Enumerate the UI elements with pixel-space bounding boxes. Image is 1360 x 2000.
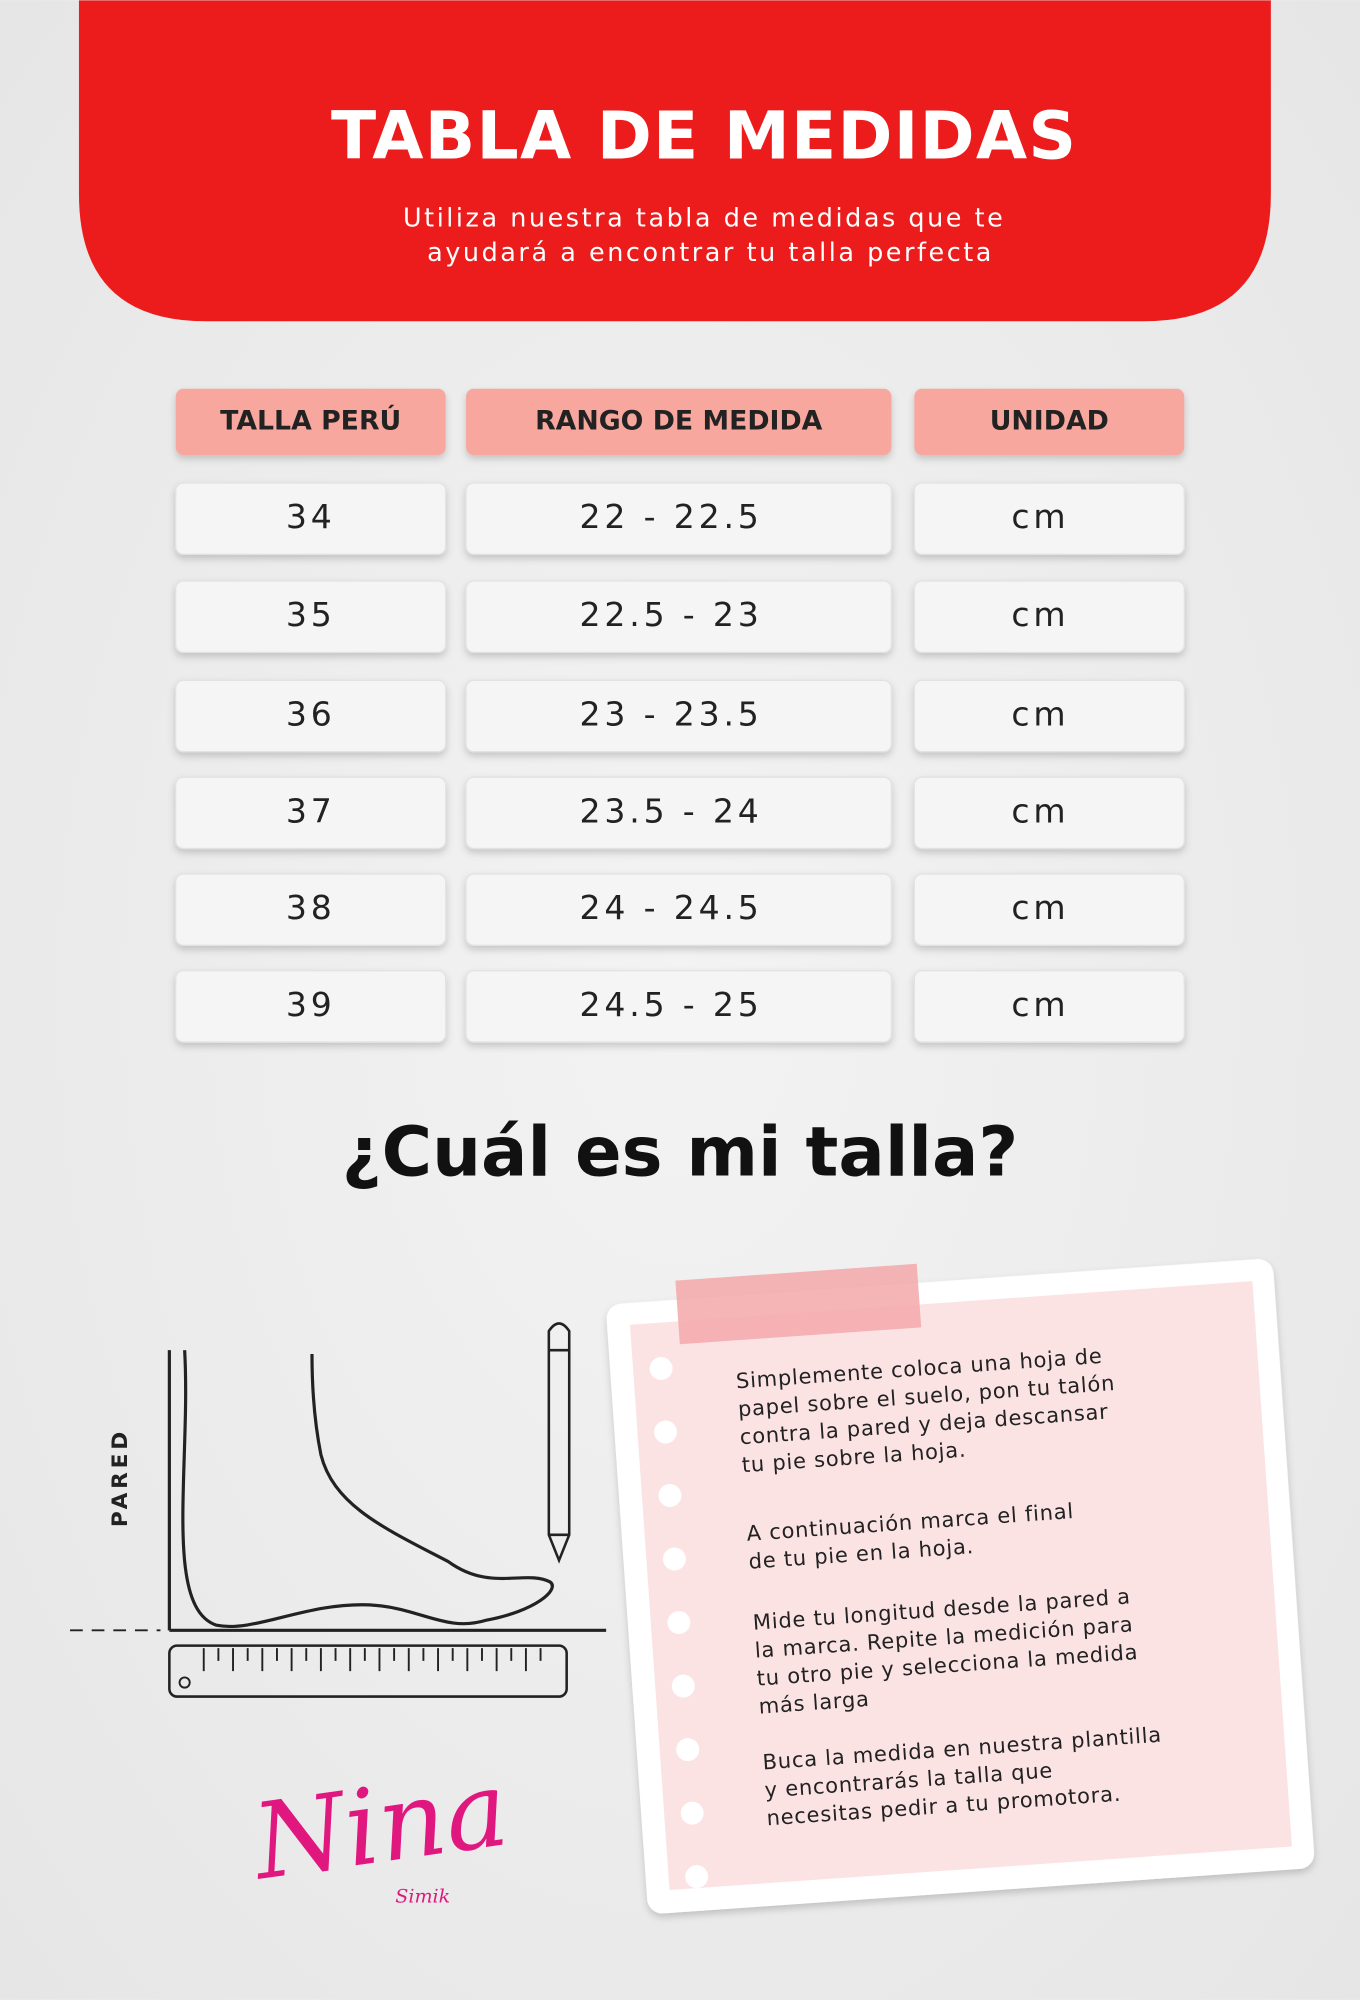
ruler-ticks bbox=[202, 1648, 542, 1672]
cell-text: 38 bbox=[286, 888, 336, 927]
column-header: TALLA PERÚ bbox=[220, 404, 401, 436]
question-heading: ¿Cuál es mi talla? bbox=[342, 1113, 1018, 1193]
cell-text: 37 bbox=[286, 791, 336, 830]
pencil bbox=[547, 1322, 571, 1564]
note-hole bbox=[671, 1674, 695, 1698]
header-subtitle: Utiliza nuestra tabla de medidas que te bbox=[403, 203, 1005, 233]
column-header: RANGO DE MEDIDA bbox=[535, 405, 823, 436]
cell-text: cm bbox=[1011, 985, 1069, 1024]
logo-sub: Simik bbox=[395, 1885, 450, 1908]
header-cell bbox=[914, 388, 1185, 455]
ruler bbox=[168, 1644, 568, 1698]
table-cell bbox=[465, 873, 893, 946]
table-cell bbox=[175, 482, 447, 555]
note-hole bbox=[667, 1611, 691, 1635]
header-banner bbox=[78, 0, 1271, 322]
table-cell bbox=[175, 873, 447, 946]
table-cell bbox=[913, 873, 1185, 946]
table-cell bbox=[913, 679, 1185, 753]
cell-text: 24.5 - 25 bbox=[580, 985, 763, 1024]
foot-outline bbox=[181, 1350, 554, 1628]
ruler-hole bbox=[178, 1676, 191, 1689]
table-cell bbox=[913, 482, 1185, 555]
note-hole bbox=[680, 1801, 704, 1825]
cell-text: 22.5 - 23 bbox=[580, 595, 763, 634]
note-inner bbox=[629, 1281, 1292, 1890]
table-cell bbox=[175, 776, 447, 850]
header-title: TABLA DE MEDIDAS bbox=[331, 98, 1077, 175]
cell-text: cm bbox=[1011, 888, 1069, 927]
cell-text: cm bbox=[1011, 595, 1069, 634]
cell-text: 24 - 24.5 bbox=[580, 888, 763, 927]
note-hole bbox=[662, 1547, 686, 1571]
cell-text: 23 - 23.5 bbox=[580, 695, 763, 734]
table-cell bbox=[913, 776, 1185, 850]
table-cell bbox=[465, 776, 893, 850]
cell-text: 36 bbox=[286, 695, 336, 734]
size-table: TALLA PERÚ RANGO DE MEDIDA UNIDAD 34 22 - 22… bbox=[175, 388, 1185, 1043]
cell-text: 22 - 22.5 bbox=[580, 497, 763, 536]
cell-text: 35 bbox=[286, 595, 336, 634]
wall-label: PARED bbox=[108, 1428, 133, 1527]
table-cell bbox=[175, 679, 447, 753]
cell-text: 39 bbox=[286, 985, 336, 1024]
table-cell bbox=[913, 580, 1185, 653]
foot-diagram bbox=[70, 1322, 607, 1698]
table-cell bbox=[913, 970, 1185, 1043]
cell-text: cm bbox=[1011, 497, 1069, 536]
note-hole bbox=[654, 1420, 678, 1444]
table-cell bbox=[175, 580, 447, 653]
table-cell bbox=[465, 679, 893, 753]
table-cell bbox=[465, 482, 893, 555]
table-cell bbox=[175, 970, 447, 1043]
cell-text: 23.5 - 24 bbox=[580, 791, 763, 830]
column-header: UNIDAD bbox=[990, 405, 1109, 436]
cell-text: cm bbox=[1011, 695, 1069, 734]
header-subtitle: ayudará a encontrar tu talla perfecta bbox=[427, 238, 994, 268]
note-holes bbox=[649, 1357, 709, 1889]
header-cell bbox=[175, 388, 446, 455]
cell-text: cm bbox=[1011, 791, 1069, 830]
note-hole bbox=[658, 1484, 682, 1507]
table-cell bbox=[465, 580, 893, 653]
cell-text: 34 bbox=[286, 497, 336, 536]
note-hole bbox=[676, 1738, 700, 1762]
note-hole bbox=[649, 1357, 673, 1380]
header-cell bbox=[466, 388, 892, 455]
note-tape bbox=[675, 1263, 922, 1345]
note-hole bbox=[685, 1865, 709, 1889]
table-cell bbox=[465, 970, 893, 1043]
